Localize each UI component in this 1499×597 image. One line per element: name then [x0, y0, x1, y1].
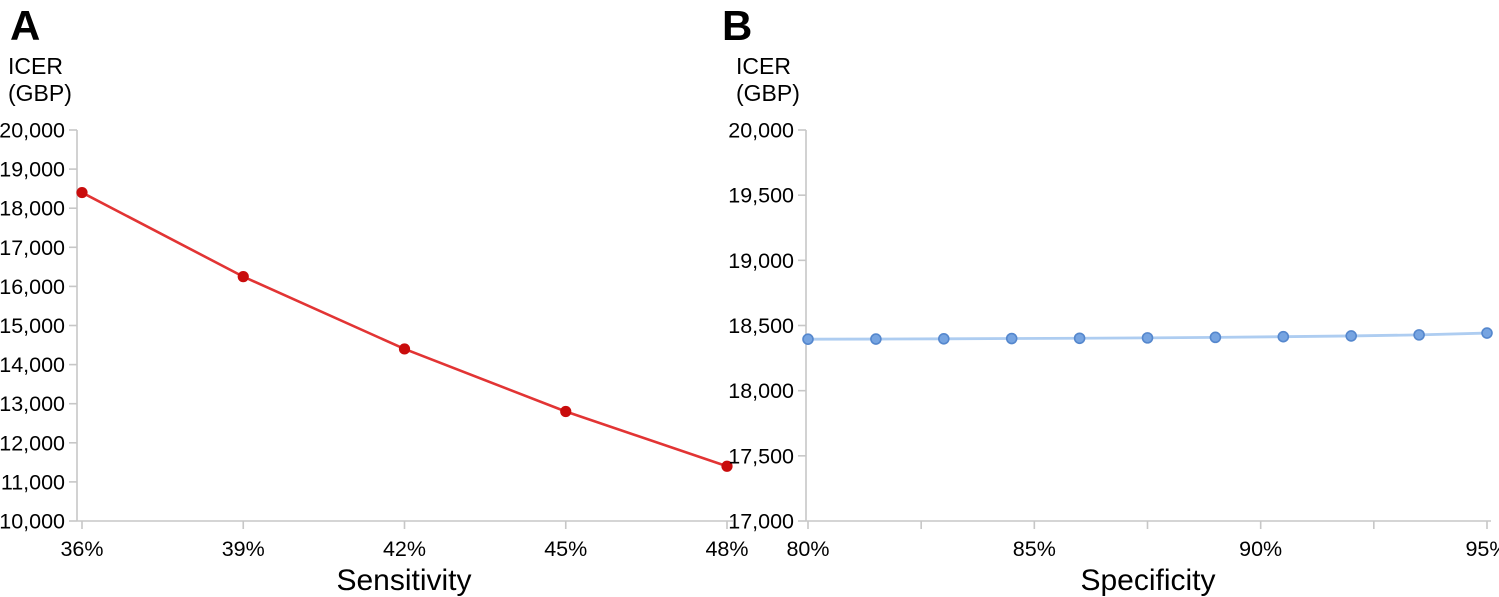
y-tick-label: 11,000	[1, 470, 65, 494]
y-axis-title-line: ICER	[8, 53, 63, 79]
y-tick-label: 17,500	[728, 444, 794, 468]
y-tick-label: 18,500	[728, 314, 794, 338]
x-tick-label: 36%	[60, 537, 103, 561]
y-tick-label: 16,000	[0, 275, 65, 299]
y-tick-label: 20,000	[728, 119, 794, 143]
data-point-marker	[1073, 332, 1086, 345]
y-tick-label: 20,000	[0, 119, 65, 143]
y-tick-label: 17,000	[0, 236, 65, 260]
y-tick-label: 17,000	[728, 510, 794, 534]
y-tick-label: 19,500	[728, 184, 794, 208]
x-axis-title: Specificity	[1080, 564, 1215, 597]
data-point-marker	[721, 460, 733, 472]
x-tick-label: 90%	[1239, 537, 1282, 561]
data-point-marker	[1413, 329, 1425, 341]
y-tick-label: 18,000	[0, 197, 65, 221]
data-point-marker	[1005, 332, 1018, 345]
panel-b-letter: B	[722, 2, 752, 49]
x-tick-label: 80%	[786, 537, 829, 561]
y-axis-title-line: ICER	[736, 53, 791, 79]
data-point-marker	[1209, 331, 1222, 344]
y-tick-label: 19,000	[728, 249, 794, 273]
panel-a-letter: A	[10, 2, 40, 49]
data-point-marker	[802, 333, 814, 345]
data-point-marker	[870, 333, 882, 345]
data-point-marker	[76, 186, 88, 199]
data-point-marker	[937, 332, 950, 345]
y-tick-label: 12,000	[0, 431, 65, 455]
y-axis-title-line: (GBP)	[736, 80, 800, 106]
y-tick-label: 18,000	[728, 379, 794, 403]
y-tick-label: 10,000	[0, 510, 65, 534]
x-tick-label: 39%	[222, 537, 265, 561]
panel-b: B ICER(GBP) 20,000 19,500 19,000 18,500 18,000…	[722, 2, 1499, 597]
y-tick-label: 19,000	[0, 158, 65, 182]
data-point-marker	[237, 271, 249, 283]
x-tick-label: 95%	[1465, 537, 1499, 561]
x-tick-label: 85%	[1013, 537, 1056, 561]
panel-a: A ICER(GBP) 20,000 19,000 18,000 17,000 16,000…	[0, 2, 749, 597]
series-line	[80, 191, 729, 468]
y-tick-label: 13,000	[0, 392, 65, 416]
y-axis-title-line: (GBP)	[8, 80, 72, 106]
y-tick-label: 14,000	[0, 353, 65, 377]
data-point-marker	[1345, 330, 1357, 342]
x-tick-label: 45%	[544, 537, 587, 561]
data-point-marker	[398, 343, 411, 355]
x-axis-title: Sensitivity	[336, 564, 471, 597]
data-point-marker	[1481, 327, 1493, 339]
x-tick-label: 42%	[383, 537, 426, 561]
data-point-marker	[560, 405, 572, 418]
x-tick-label: 48%	[705, 537, 748, 561]
data-point-marker	[1141, 332, 1154, 344]
y-tick-label: 15,000	[0, 314, 65, 338]
data-point-marker	[1277, 330, 1290, 343]
